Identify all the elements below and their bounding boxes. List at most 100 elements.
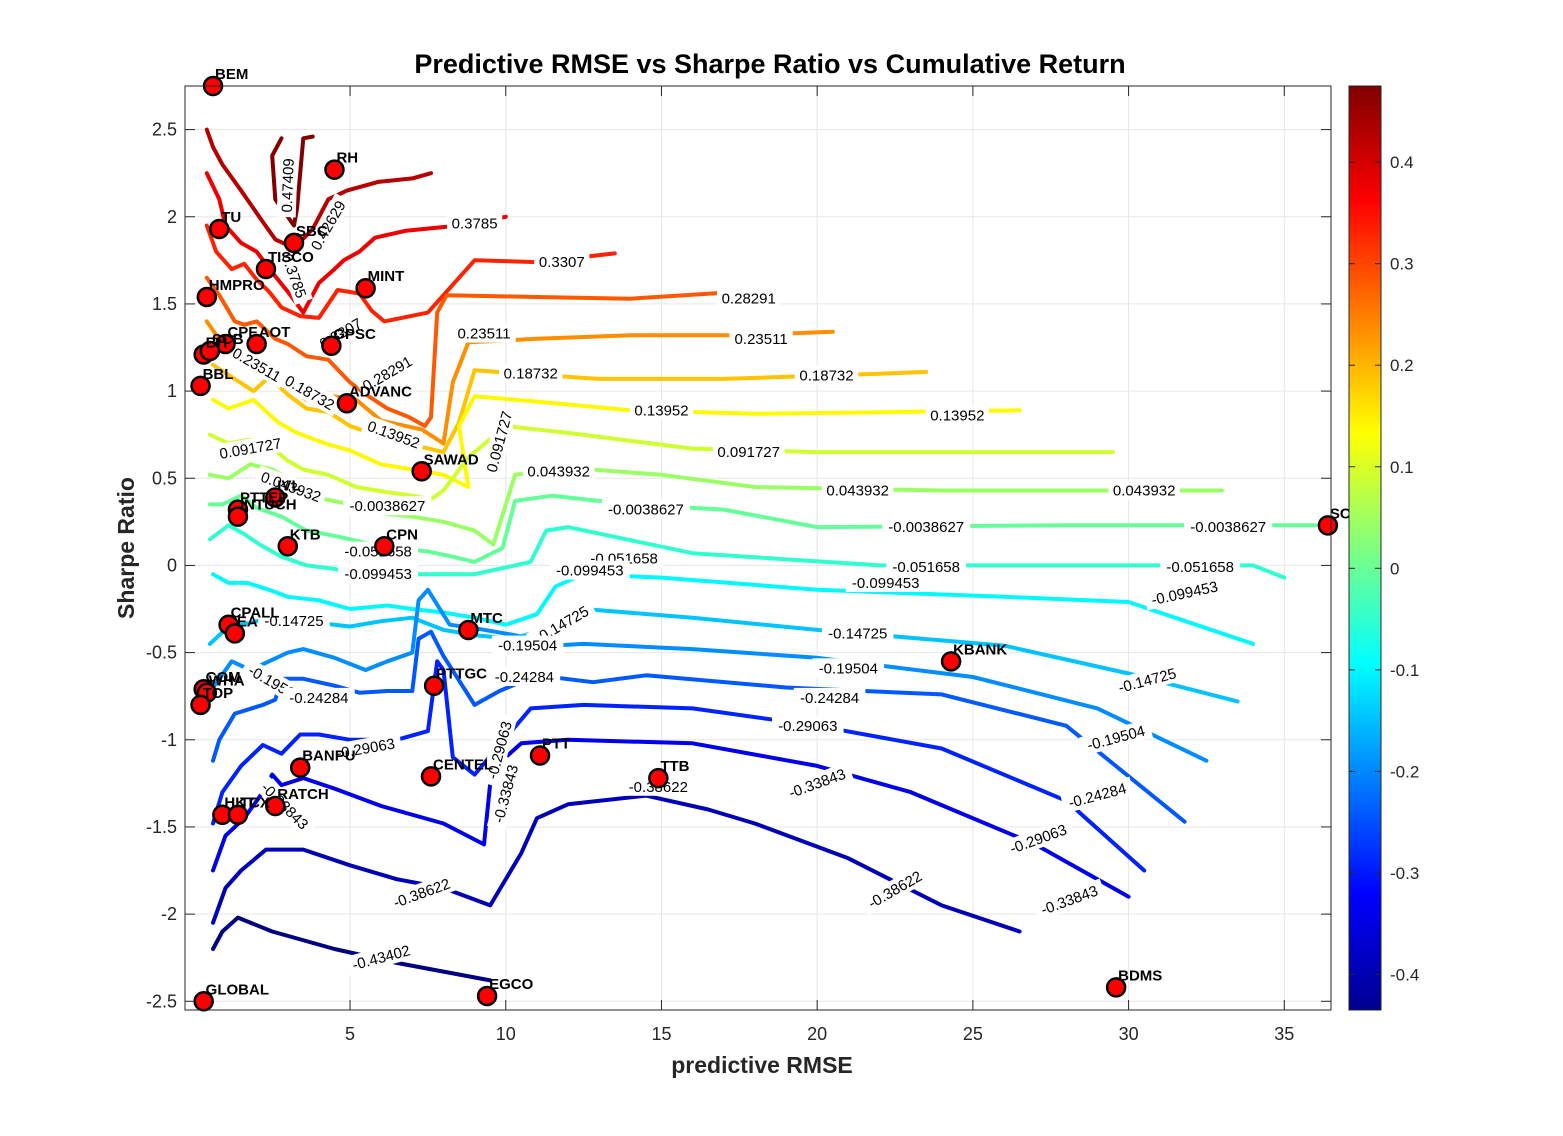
contour-label-group: -0.051658 <box>1160 557 1241 577</box>
point-label: WHA <box>209 673 245 690</box>
colorbar: -0.4 -0.3 -0.2 -0.1 0 0.1 0.2 0.3 0.4 <box>1348 85 1419 1011</box>
point-label: TOP <box>203 685 234 702</box>
colorbar-tick-label: 0.2 <box>1390 356 1414 375</box>
point-label: GPSC <box>333 326 376 343</box>
contour-label: -0.0038627 <box>1190 519 1266 536</box>
contour-label-group: -0.29063 <box>772 715 844 735</box>
scatter-point <box>227 506 249 527</box>
scatter-points <box>190 75 1339 1012</box>
point-label: EA <box>237 613 258 630</box>
colorbar-tick-label: 0.1 <box>1390 458 1414 477</box>
contour-line <box>204 223 617 324</box>
contour-label-background <box>812 658 885 678</box>
contour-label-group: -0.24284 <box>283 687 355 707</box>
y-tick-label: -1 <box>161 730 177 750</box>
point-label: TU <box>221 209 241 226</box>
contour-label: -0.24284 <box>289 690 348 707</box>
point-label: CPN <box>386 526 418 543</box>
contour-label: -0.19504 <box>819 660 878 677</box>
contour-label-background <box>452 323 516 343</box>
scatter-point <box>324 159 345 180</box>
contour-label-group: 0.043932 <box>522 461 595 481</box>
contour-label: -0.24284 <box>495 669 554 686</box>
contour-label-background <box>729 328 793 348</box>
contour-line <box>270 134 315 228</box>
contour-line <box>211 793 1022 934</box>
scatter-point <box>476 985 498 1007</box>
point-label: RH <box>336 150 358 167</box>
contour-label: 0.23511 <box>457 326 510 343</box>
contour-label-background <box>447 213 503 233</box>
contour-label-group: -0.0038627 <box>601 499 690 519</box>
contour-label-background <box>1001 817 1076 860</box>
scatter-point <box>321 335 342 357</box>
scatter-point <box>196 286 218 308</box>
contour-label-background <box>845 572 926 592</box>
point-label: PTTGC <box>436 666 487 683</box>
contour-label-background <box>1032 878 1107 921</box>
point-label: IVL <box>277 477 300 494</box>
axes-box <box>184 85 1332 1011</box>
y-tick-label: 2 <box>167 207 177 227</box>
contour-label-group: 0.043932 <box>1108 480 1180 500</box>
scatter-point <box>190 375 211 397</box>
contour-label: 0.13952 <box>634 402 688 419</box>
contour-label-background <box>303 193 352 258</box>
contour-label-group: 0.091727 <box>712 442 785 462</box>
contour-label-background <box>549 560 630 580</box>
scatter-point <box>420 766 442 787</box>
point-label: COM <box>206 669 241 686</box>
contour-label: -0.14725 <box>264 613 323 630</box>
contour-label-background <box>886 557 967 577</box>
contour-label-background <box>224 340 290 389</box>
point-label: BEM <box>215 66 248 83</box>
chart-title: Predictive RMSE vs Sharpe Ratio vs Cumul… <box>414 49 1125 79</box>
point-label: BH <box>206 334 228 351</box>
scatter-point <box>255 258 277 280</box>
contour-label: -0.0038627 <box>608 502 684 519</box>
contour-label-group: -0.0038627 <box>1184 517 1273 537</box>
scatter-point <box>246 333 267 355</box>
contour-label-group: 0.18732 <box>794 365 859 385</box>
contour-label-background <box>344 938 419 976</box>
scatter-point <box>423 675 445 696</box>
contour-label-background <box>338 564 418 584</box>
contour-label-background <box>925 405 989 425</box>
point-label: KBANK <box>953 641 1007 658</box>
contour-label-background <box>772 715 844 735</box>
contour-label-background <box>1060 776 1135 814</box>
y-axis-label: Sharpe Ratio <box>113 477 139 619</box>
contour-label: 0.47409 <box>279 158 298 213</box>
contour-label-background <box>794 365 859 385</box>
scatter-point <box>209 218 230 240</box>
x-tick-label: 30 <box>1119 1024 1139 1044</box>
contour-label-background <box>343 496 432 516</box>
contour-label-group: 0.47409 <box>276 153 298 218</box>
x-tick-label: 35 <box>1274 1024 1294 1044</box>
point-label: KTB <box>290 526 321 543</box>
scatter-point <box>227 804 249 825</box>
point-label: GLOBAL <box>206 981 269 998</box>
contour-label-background <box>328 732 403 764</box>
scatter-point <box>265 487 286 508</box>
scatter-point <box>529 745 551 766</box>
contour-line <box>211 915 493 983</box>
contour-label-background <box>360 414 427 454</box>
contour-label-background <box>486 756 524 831</box>
contour-label-group: -0.099453 <box>338 564 418 584</box>
point-label: CENTEL <box>433 756 493 773</box>
scatter-point <box>190 694 211 716</box>
point-label: SBC <box>296 223 328 240</box>
contour-label-background <box>821 480 894 500</box>
y-tick-label: 1.5 <box>152 294 177 314</box>
contour-label: -0.099453 <box>344 566 412 583</box>
scatter-point <box>374 536 395 557</box>
point-label: BANPU <box>302 748 355 765</box>
scatter-point <box>336 393 358 414</box>
colorbar-tick-label: -0.2 <box>1390 762 1419 781</box>
contour-label-group: -0.19504 <box>491 635 564 655</box>
contour-label-group: -0.14725 <box>258 611 330 631</box>
contour-label-group: -0.19504 <box>812 658 885 678</box>
